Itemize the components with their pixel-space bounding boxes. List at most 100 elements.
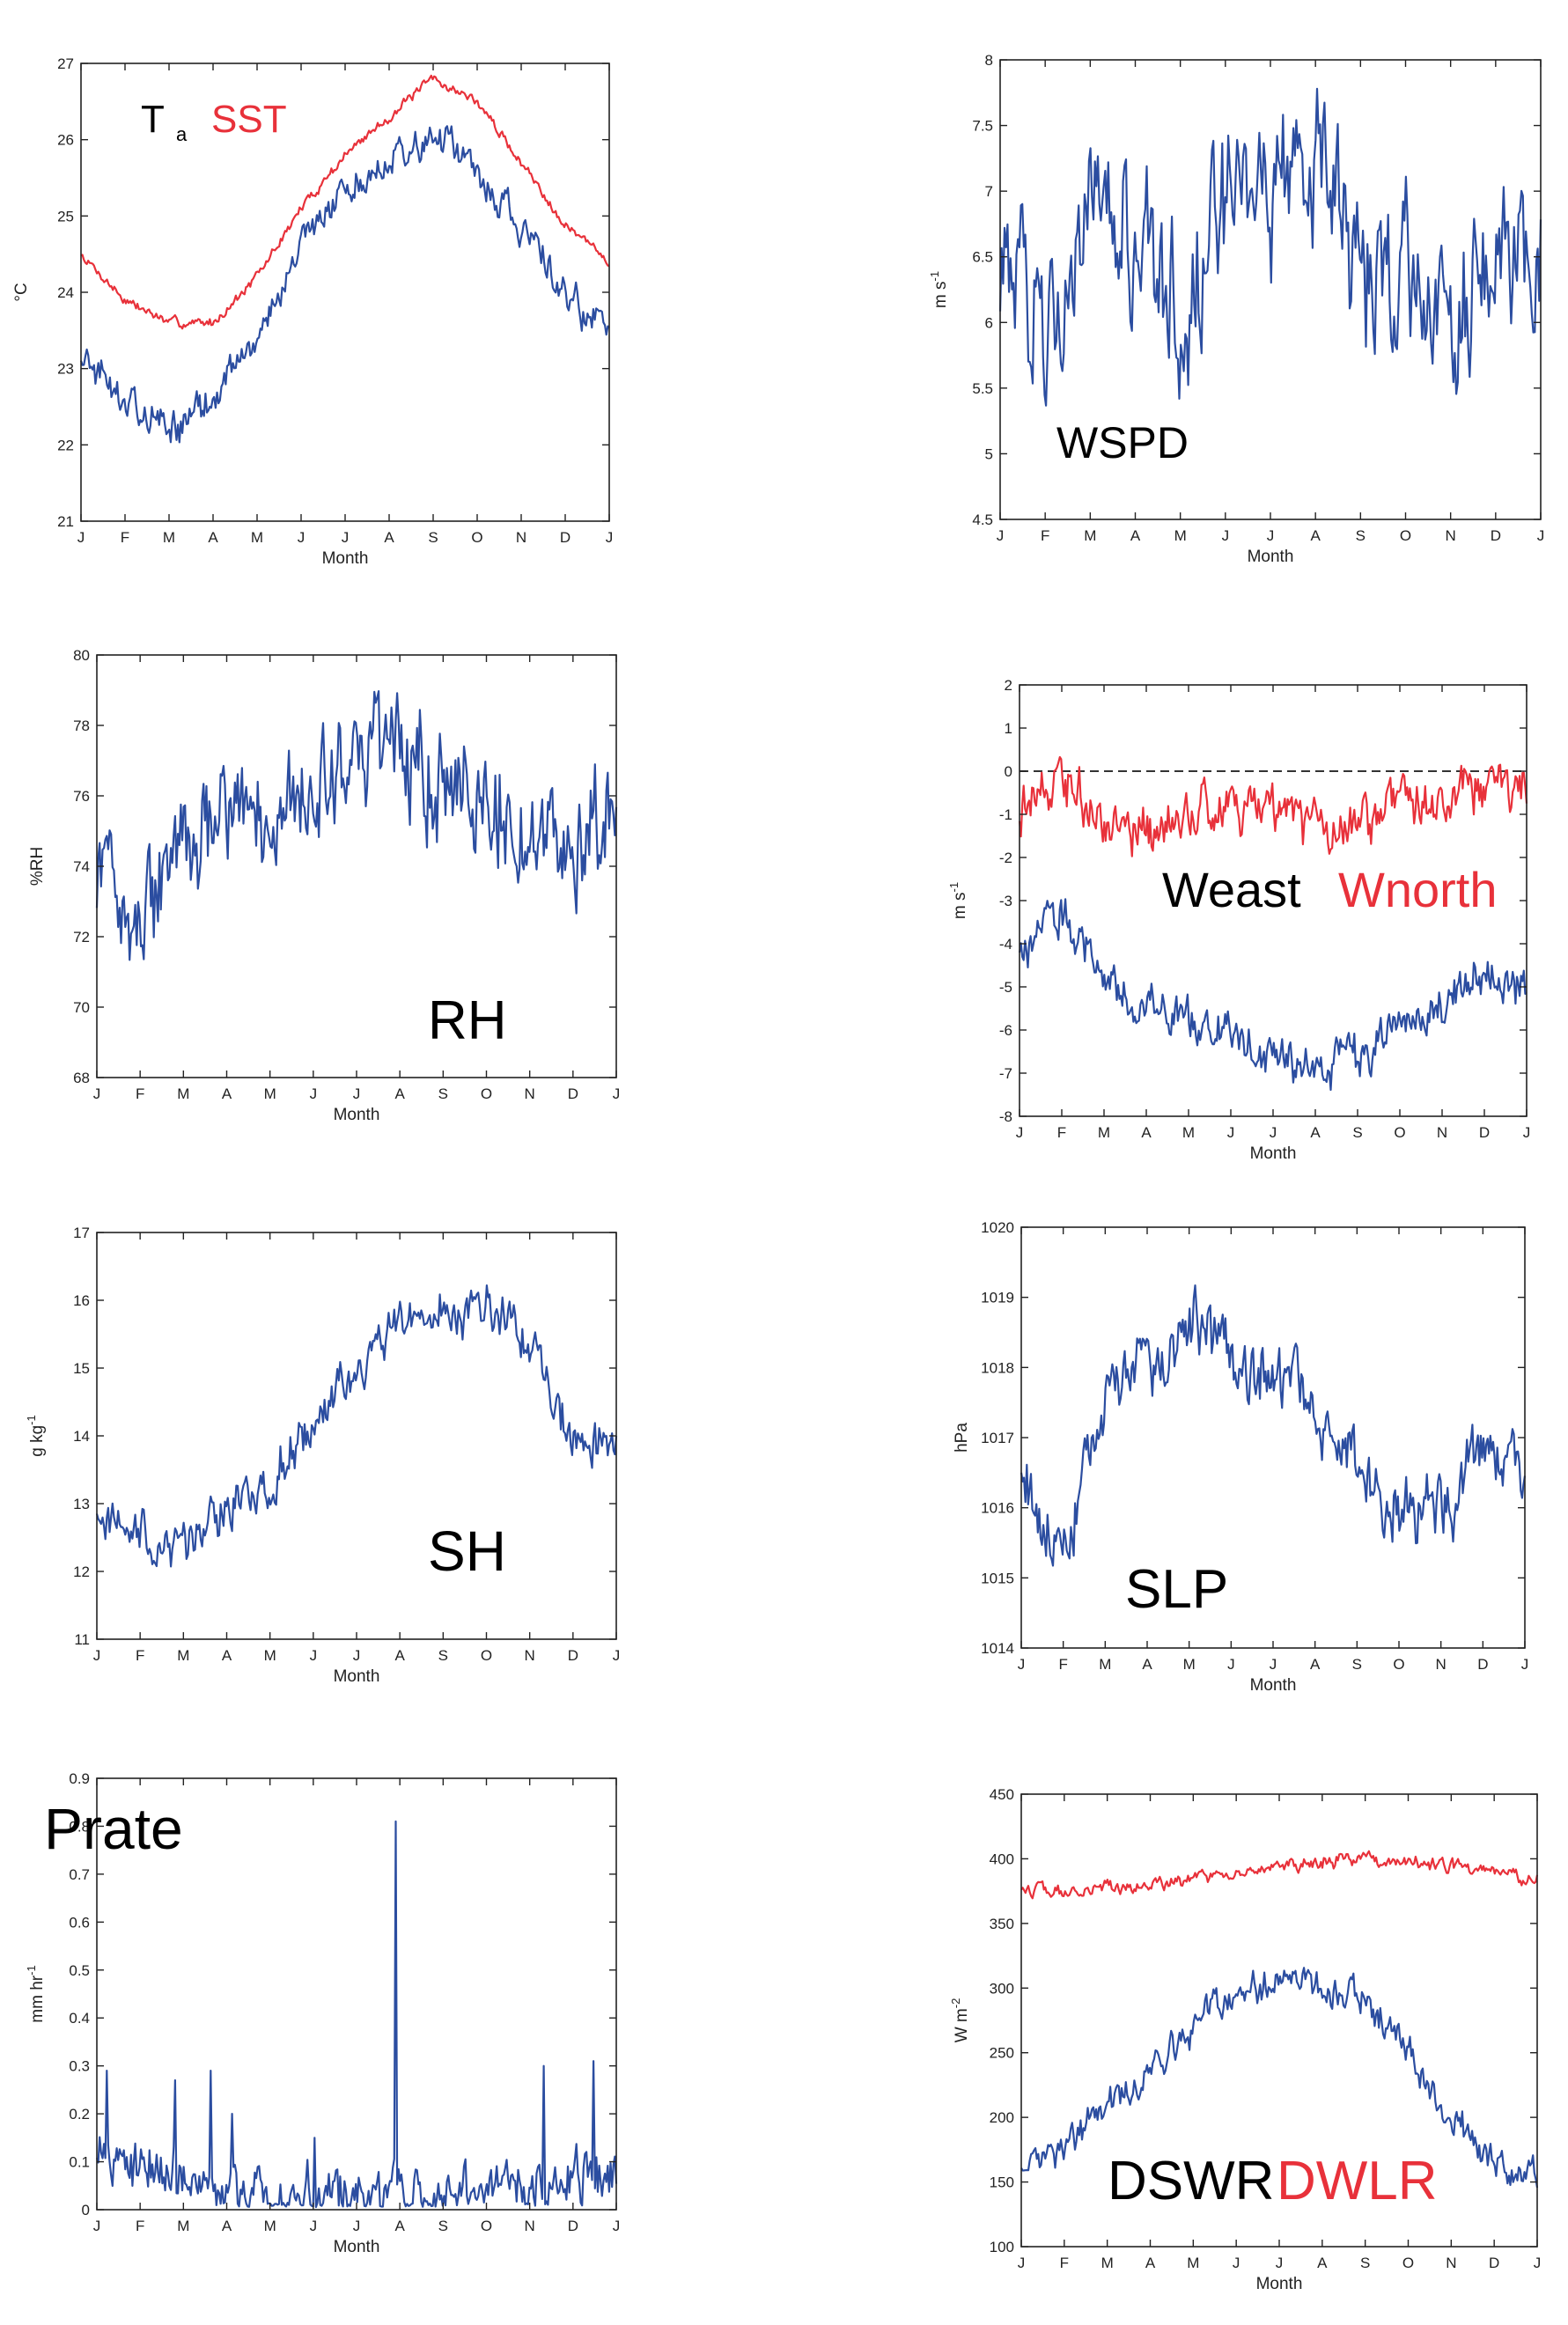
- x-tick-label: J: [1521, 1656, 1529, 1673]
- x-axis-label: Month: [1250, 1144, 1297, 1163]
- x-tick-label: J: [1018, 2255, 1026, 2271]
- x-tick-label: J: [613, 1085, 621, 1102]
- y-tick-label: 150: [990, 2174, 1014, 2191]
- panel-label-slp: SLP: [1125, 1559, 1228, 1620]
- y-tick-label: 2: [1005, 677, 1012, 694]
- x-tick-label: D: [568, 2218, 578, 2234]
- x-tick-label: D: [1491, 527, 1501, 544]
- x-tick-label: J: [353, 1085, 361, 1102]
- y-tick-label: -2: [999, 850, 1012, 866]
- x-tick-label: J: [298, 529, 306, 546]
- panel-label-t: T: [141, 98, 165, 141]
- x-tick-label: N: [525, 1647, 535, 1664]
- series-slp-line: [1020, 1284, 1527, 1567]
- x-tick-label: A: [222, 1085, 232, 1102]
- x-tick-label: S: [428, 529, 438, 546]
- x-tick-label: J: [1267, 527, 1275, 544]
- x-tick-label: A: [394, 2218, 405, 2234]
- y-tick-label: 1020: [981, 1219, 1014, 1236]
- x-tick-label: A: [1130, 527, 1141, 544]
- panel-label-wspd: WSPD: [1056, 418, 1189, 467]
- panel-label-sst: SST: [211, 98, 287, 141]
- chart-rad: 100 150 200 250 300 350 400 450 J F M A M J J A S O N D J Mon…: [949, 1786, 1541, 2293]
- y-tick-label: 13: [73, 1496, 90, 1512]
- x-tick-label: M: [177, 2218, 189, 2234]
- x-tick-label: J: [342, 529, 350, 546]
- y-tick-label: -3: [999, 893, 1012, 909]
- x-tick-label: J: [1016, 1124, 1024, 1141]
- chart-wspd: 4.5 5 5.5 6 6.5 7 7.5 8 J F M A M J J A S O N D J Month m s-1 W…: [928, 52, 1544, 566]
- panel-sh: 11 12 13 14 15 16 17 J F M A M J J A S O N D J Month g kg-1 SH: [0, 1197, 634, 1699]
- y-axis-label: hPa: [953, 1423, 971, 1453]
- chart-prate: 0 0.1 0.2 0.3 0.4 0.5 0.6 0.7 0.8 0.9 J F M A M J J A S O N D…: [25, 1770, 620, 2256]
- x-tick-label: D: [568, 1085, 578, 1102]
- y-tick-label: 6: [985, 314, 993, 331]
- x-tick-label: A: [384, 529, 394, 546]
- y-tick-label: -6: [999, 1022, 1012, 1039]
- y-tick-label: 0.1: [69, 2154, 90, 2171]
- x-tick-label: N: [516, 529, 526, 546]
- y-axis-label: %RH: [28, 847, 47, 886]
- y-tick-label: 0.9: [69, 1770, 90, 1787]
- x-axis-label: Month: [334, 2238, 380, 2256]
- chart-slp: 1014 1015 1016 1017 1018 1019 1020 J F M A M J J A S O N D…: [953, 1219, 1529, 1695]
- x-tick-label: F: [1041, 527, 1049, 544]
- x-tick-label: O: [1393, 1656, 1404, 1673]
- y-tick-label: 7.5: [972, 118, 993, 135]
- x-tick-label: S: [438, 1647, 448, 1664]
- y-tick-label: 1017: [981, 1430, 1014, 1446]
- x-tick-label: D: [1479, 1124, 1490, 1141]
- y-axis-label-superscript: -1: [947, 882, 961, 893]
- y-tick-label: 0: [1005, 763, 1012, 780]
- y-tick-label: 6.5: [972, 249, 993, 266]
- x-tick-label: J: [997, 527, 1005, 544]
- x-tick-label: J: [310, 2218, 318, 2234]
- panel-slp: 1014 1015 1016 1017 1018 1019 1020 J F M A M J J A S O N D…: [916, 1197, 1568, 1725]
- series-wnorth-line: [1018, 755, 1528, 857]
- panel-rad: 100 150 200 250 300 350 400 450 J F M A M J J A S O N D J Mon…: [916, 1761, 1568, 2321]
- x-tick-label: J: [93, 1085, 101, 1102]
- x-tick-label: F: [136, 2218, 144, 2234]
- x-tick-label: J: [310, 1647, 318, 1664]
- y-tick-label: 80: [73, 647, 90, 664]
- y-tick-label: 400: [990, 1850, 1014, 1867]
- y-tick-label: 16: [73, 1292, 90, 1309]
- panel-label-subscript: a: [176, 123, 188, 145]
- x-tick-label: J: [1018, 1656, 1026, 1673]
- x-tick-label: J: [1222, 527, 1230, 544]
- x-tick-label: A: [1310, 1124, 1321, 1141]
- chart-sh: 11 12 13 14 15 16 17 J F M A M J J A S O N D J Month g kg-1 SH: [25, 1225, 620, 1686]
- x-tick-label: J: [1523, 1124, 1531, 1141]
- x-tick-label: A: [1310, 527, 1321, 544]
- y-tick-label: 1014: [981, 1640, 1014, 1657]
- x-tick-label: N: [525, 1085, 535, 1102]
- y-tick-label: 15: [73, 1360, 90, 1377]
- x-tick-label: S: [1356, 527, 1366, 544]
- x-tick-label: F: [136, 1647, 144, 1664]
- x-tick-label: A: [394, 1647, 405, 1664]
- series-prate-line: [95, 1820, 618, 2209]
- x-tick-label: A: [222, 2218, 232, 2234]
- x-tick-label: A: [1141, 1124, 1152, 1141]
- x-tick-label: A: [208, 529, 218, 546]
- y-tick-label: 1018: [981, 1359, 1014, 1376]
- y-tick-label: 0.8: [69, 1818, 90, 1835]
- x-tick-label: O: [481, 2218, 492, 2234]
- series-ta-line: [79, 125, 610, 444]
- x-tick-label: O: [1394, 1124, 1405, 1141]
- y-tick-label: 25: [57, 208, 74, 224]
- chart-ta-sst: 21 22 23 24 25 26 27 J F M A M J J A S O N D J Month °C T a SST: [12, 55, 613, 568]
- y-axis-label-superscript: -2: [949, 1998, 962, 2009]
- y-tick-label: 12: [73, 1563, 90, 1580]
- y-tick-label: 200: [990, 2109, 1014, 2126]
- series-dwlr-line: [1020, 1850, 1539, 1900]
- x-tick-label: M: [1183, 1656, 1196, 1673]
- panel-label-sh: SH: [428, 1519, 506, 1583]
- x-tick-label: N: [1446, 2255, 1456, 2271]
- plot-frame: [96, 654, 617, 1078]
- y-tick-label: 4.5: [972, 511, 993, 528]
- y-tick-label: 78: [73, 717, 90, 734]
- panel-label-wnorth: Wnorth: [1338, 862, 1498, 917]
- x-tick-label: M: [1174, 527, 1187, 544]
